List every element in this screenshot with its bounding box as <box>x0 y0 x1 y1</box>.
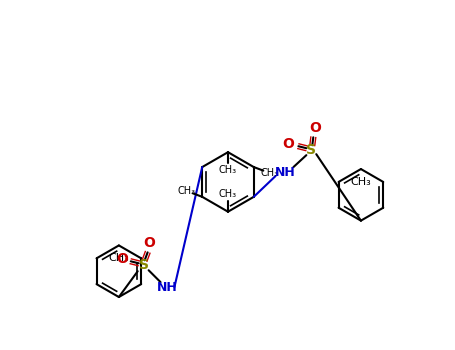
Text: O: O <box>144 237 156 251</box>
Text: S: S <box>306 143 316 157</box>
Text: NH: NH <box>157 281 178 294</box>
Text: O: O <box>116 252 128 266</box>
Text: S: S <box>139 258 149 272</box>
Text: CH₃: CH₃ <box>219 165 237 175</box>
Text: CH₃: CH₃ <box>350 177 371 187</box>
Text: CH₃: CH₃ <box>108 253 129 263</box>
Text: CH₃: CH₃ <box>261 168 279 178</box>
Text: O: O <box>283 137 294 151</box>
Text: NH: NH <box>275 166 296 178</box>
Text: O: O <box>309 121 321 135</box>
Text: CH₃: CH₃ <box>177 186 195 196</box>
Text: CH₃: CH₃ <box>219 189 237 199</box>
